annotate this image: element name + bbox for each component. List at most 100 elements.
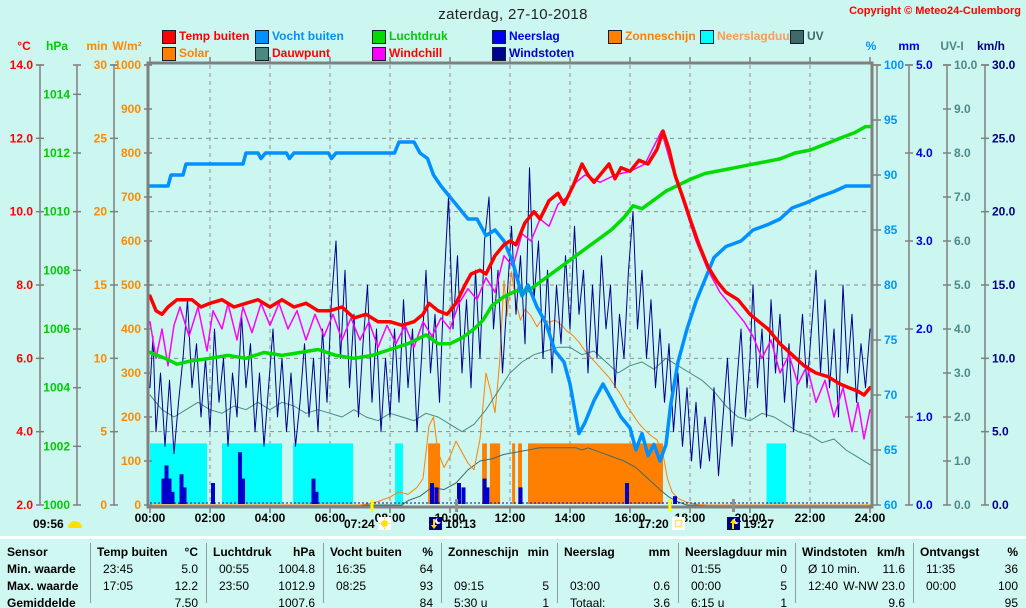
axis-label: 90 xyxy=(884,168,898,182)
axis-label: UV-I xyxy=(940,39,963,53)
bar-neerslag xyxy=(164,465,169,504)
axis-label: 2.0 xyxy=(16,498,33,512)
table-cell: Max. waarde xyxy=(7,579,79,593)
block-neerslagduur xyxy=(222,443,282,504)
axis-label: 6.0 xyxy=(954,234,971,248)
table-cell: 09:15 xyxy=(454,579,485,593)
axis-label: 15.0 xyxy=(992,278,1016,292)
table-cell: 95 xyxy=(1004,596,1018,608)
axis-label: 9.0 xyxy=(954,102,971,116)
axis-label: 65 xyxy=(884,443,898,457)
moonset-annotation: 10:13 xyxy=(429,517,476,531)
legend-label-vocht-buiten: Vocht buiten xyxy=(272,29,344,43)
axis-label: 30 xyxy=(94,58,108,72)
bar-neerslag xyxy=(170,491,175,504)
table-cell: 3.6 xyxy=(653,596,670,608)
axis-label: 400 xyxy=(121,322,141,336)
axis-label: 800 xyxy=(121,146,141,160)
legend-swatch-vocht-buiten xyxy=(255,30,269,44)
axis-label: 4.0 xyxy=(916,146,933,160)
table-divider xyxy=(90,543,91,603)
table-cell: 23:50 xyxy=(219,579,250,593)
table-cell: hPa xyxy=(292,545,315,559)
table-cell: 64 xyxy=(419,562,433,576)
table-divider xyxy=(913,543,914,603)
table-cell: 36 xyxy=(1004,562,1018,576)
series-solar xyxy=(149,271,871,506)
table-cell: 7.50 xyxy=(174,596,198,608)
axis-label: 2.0 xyxy=(954,410,971,424)
table-cell: Sensor xyxy=(7,545,48,559)
weather-chart: 2.04.06.08.010.012.014.0°C10001002100410… xyxy=(10,39,1016,525)
legend-label-neerslagduur: Neerslagduur xyxy=(717,29,795,43)
axis-label: 85 xyxy=(884,223,898,237)
table-divider xyxy=(795,543,796,603)
axis-label: 3.0 xyxy=(916,234,933,248)
table-cell: 17:05 xyxy=(103,579,134,593)
summary-table: Sensor Min. waarde Max. waarde Gemiddelde Te… xyxy=(0,536,1026,608)
legend-swatch-uv xyxy=(790,30,804,44)
legend-label-neerslag: Neerslag xyxy=(509,29,560,43)
axis-label: 12.0 xyxy=(10,131,34,145)
axis-label: 5.0 xyxy=(916,58,933,72)
axis-label: 200 xyxy=(121,410,141,424)
table-cell: 01:55 xyxy=(691,562,722,576)
axis-label: 20 xyxy=(94,205,108,219)
legend-swatch-dauwpunt xyxy=(255,47,269,61)
axis-label: 10 xyxy=(94,351,108,365)
moonrise-annotation: 19:27 xyxy=(727,517,774,531)
bar-neerslag xyxy=(167,478,172,504)
axis-label: 1000 xyxy=(114,58,141,72)
sunrise-time: 07:24 xyxy=(344,517,375,531)
moon-down-icon xyxy=(429,517,443,530)
table-divider xyxy=(557,543,558,603)
copyright-text: Copyright © Meteo24-Culemborg xyxy=(849,5,1021,17)
legend-swatch-neerslag xyxy=(492,30,506,44)
axis-label: 24:00 xyxy=(855,511,886,525)
axis-label: 02:00 xyxy=(195,511,226,525)
block-neerslagduur xyxy=(395,443,403,504)
axis-label: 60 xyxy=(884,498,898,512)
block-neerslagduur xyxy=(293,443,354,504)
legend-label-luchtdruk: Luchtdruk xyxy=(389,29,448,43)
axis-label: 0.0 xyxy=(954,498,971,512)
table-cell: 00:55 xyxy=(219,562,250,576)
block-zonneschijn xyxy=(518,443,522,504)
axis-label: 1008 xyxy=(43,263,70,277)
table-cell: 08:25 xyxy=(336,579,367,593)
axis-label: W/m² xyxy=(112,39,141,53)
table-cell: Neerslag xyxy=(564,545,615,559)
table-cell: 00:00 xyxy=(926,579,957,593)
axis-label: 1010 xyxy=(43,205,70,219)
table-cell: 16:35 xyxy=(336,562,367,576)
axis-label: 25 xyxy=(94,131,108,145)
axis-label: 4.0 xyxy=(16,425,33,439)
table-cell: 12.2 xyxy=(174,579,198,593)
bar-neerslag xyxy=(625,483,629,504)
table-cell: 0 xyxy=(780,562,787,576)
axis-label: mm xyxy=(898,39,919,53)
table-cell: 12:40 xyxy=(808,579,839,593)
axis-label: 10.0 xyxy=(992,351,1016,365)
axis-label: 1012 xyxy=(43,146,70,160)
table-cell: Vocht buiten xyxy=(330,545,402,559)
table-cell: Temp buiten xyxy=(97,545,168,559)
legend-swatch-windstoten xyxy=(492,47,506,61)
table-cell: 5:30 u xyxy=(454,596,488,608)
bar-neerslag xyxy=(211,483,215,504)
bar-neerslag xyxy=(430,483,434,504)
bar-neerslag xyxy=(673,496,677,504)
bar-neerslag xyxy=(482,478,487,504)
legend-label-zonneschijn: Zonneschijn xyxy=(625,29,696,43)
table-cell: km/h xyxy=(876,545,905,559)
sunset-time: 17:20 xyxy=(638,517,669,531)
table-cell: 00:00 xyxy=(691,579,722,593)
table-cell: 6:15 u xyxy=(691,596,725,608)
table-cell: % xyxy=(422,545,433,559)
axis-label: 10:00 xyxy=(435,511,466,525)
table-cell: min xyxy=(765,545,787,559)
daylight-annotation: 09:56 xyxy=(33,517,83,531)
table-cell: 1012.9 xyxy=(278,579,315,593)
table-cell: Luchtdruk xyxy=(213,545,272,559)
